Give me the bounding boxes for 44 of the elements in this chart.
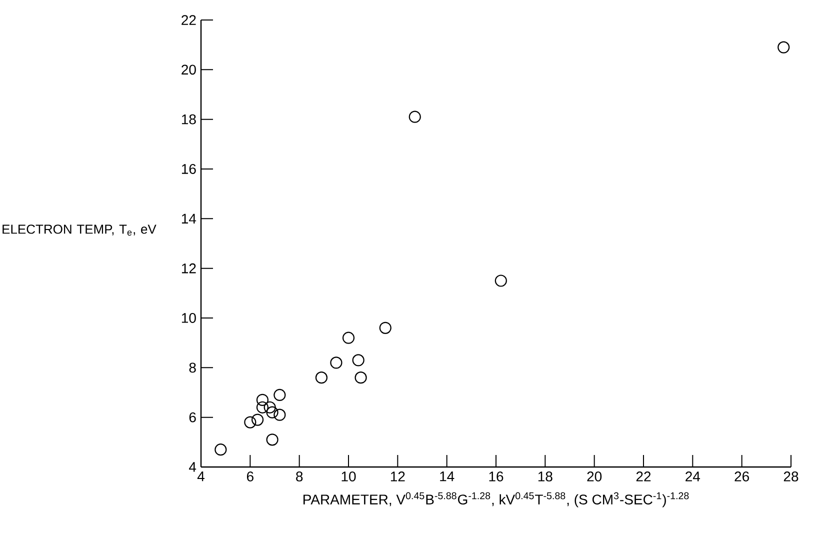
point (494, 274, 507, 287)
x-tick-label: 22 (636, 472, 651, 482)
text: PARAMETER, V$^{0.45}$B$^{-5.88}$G$^{-1.28}$, kV$^{0.45}$T$^{-5.88}$, (S CM$^{3}$-SEC$^{-1}$)$^{-1.28}$ (303, 492, 689, 508)
x-tick-label: 14 (440, 472, 454, 482)
x-tick-label: 28 (784, 472, 798, 482)
point (274, 408, 286, 421)
y-tick-label: 14 (182, 214, 196, 224)
x-tick-label: 6 (246, 472, 254, 482)
point (778, 41, 790, 54)
point (354, 372, 367, 384)
x-tick-label: 24 (686, 472, 700, 482)
y-tick-label: 22 (182, 15, 196, 25)
y-tick-label: 18 (182, 114, 196, 124)
x-tick-label: 16 (489, 472, 504, 482)
x-tick-label: 26 (734, 472, 749, 482)
point (251, 414, 264, 426)
y-tick-label: 8 (189, 362, 196, 373)
point (214, 444, 227, 456)
y-tick-label: 4 (189, 462, 196, 472)
x-tick-label: 18 (538, 472, 552, 482)
y-tick-label: 20 (182, 64, 196, 75)
y-tick-label: 10 (182, 313, 196, 323)
x-tick-label: 20 (587, 472, 602, 482)
x-tick-label: 12 (390, 472, 405, 482)
y-tick-label: 16 (182, 164, 196, 174)
point (244, 416, 256, 428)
point (264, 401, 276, 414)
point (330, 356, 342, 369)
point (408, 110, 421, 123)
y-axis-title: ELECTRON TEMP, T$_{e}$, eV (2, 224, 156, 236)
point (266, 406, 278, 418)
x-tick-label: 10 (342, 472, 356, 482)
y-tick-label: 6 (189, 412, 196, 422)
x-tick-label: 4 (197, 472, 204, 482)
point (256, 401, 269, 414)
point (274, 388, 286, 402)
y-tick-label: 12 (182, 263, 196, 274)
point (342, 332, 355, 344)
x-tick-label: 8 (296, 472, 303, 482)
point (256, 394, 269, 406)
point (315, 372, 328, 384)
point (352, 354, 364, 366)
point (379, 322, 392, 334)
point (266, 434, 278, 446)
